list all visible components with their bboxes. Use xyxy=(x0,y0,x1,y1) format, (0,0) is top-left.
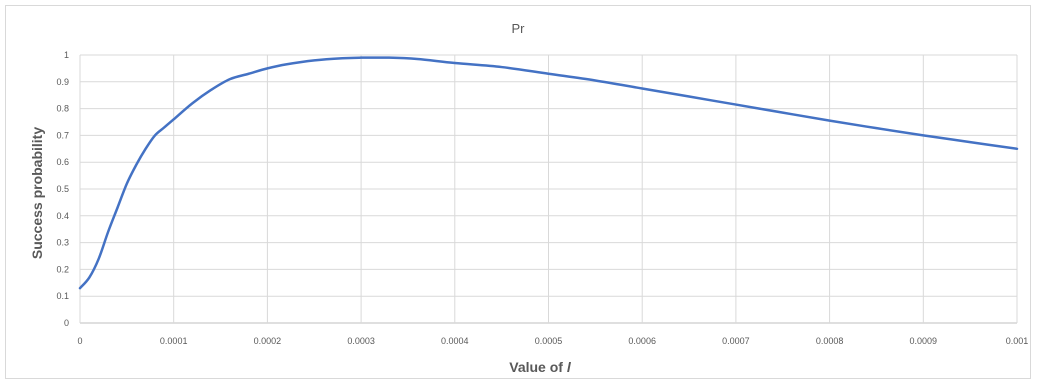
x-tick-label: 0.0002 xyxy=(254,336,282,346)
y-tick-label: 0 xyxy=(64,318,69,328)
chart-title: Pr xyxy=(512,21,526,36)
x-tick-label: 0 xyxy=(77,336,82,346)
series-layer xyxy=(78,56,1019,290)
x-tick-label: 0.0004 xyxy=(441,336,469,346)
x-axis-title: Value of l xyxy=(509,359,572,375)
x-axis-title-variable: l xyxy=(567,359,572,375)
y-tick-label: 0.4 xyxy=(56,211,69,221)
x-tick-label: 0.0003 xyxy=(347,336,375,346)
line-chart: 0 0.0001 0.0002 0.0003 0.0004 0.0005 0.0006 0.0… xyxy=(29,21,1028,375)
series-line-pr xyxy=(78,56,1019,290)
x-tick-label: 0.0008 xyxy=(816,336,844,346)
x-axis-title-prefix: Value of xyxy=(509,359,567,375)
x-tick-label: 0.001 xyxy=(1006,336,1029,346)
x-tick-label: 0.0001 xyxy=(160,336,188,346)
y-tick-label: 0.3 xyxy=(56,238,69,248)
x-axis-ticks: 0 0.0001 0.0002 0.0003 0.0004 0.0005 0.0006 0.0… xyxy=(77,336,1028,346)
x-tick-label: 0.0009 xyxy=(910,336,938,346)
gridlines xyxy=(79,54,1018,324)
y-tick-label: 0.8 xyxy=(56,104,69,114)
y-tick-label: 0.9 xyxy=(56,77,69,87)
y-tick-label: 0.6 xyxy=(56,157,69,167)
y-tick-label: 1 xyxy=(64,50,69,60)
y-tick-label: 0.1 xyxy=(56,291,69,301)
y-tick-label: 0.2 xyxy=(56,264,69,274)
x-tick-label: 0.0005 xyxy=(535,336,563,346)
y-tick-label: 0.7 xyxy=(56,130,69,140)
y-axis-ticks: 0 0.1 0.2 0.3 0.4 0.5 0.6 0.7 0.8 0.9 1 xyxy=(56,50,69,328)
x-tick-label: 0.0006 xyxy=(628,336,656,346)
chart-area: 0 0.0001 0.0002 0.0003 0.0004 0.0005 0.0006 0.0… xyxy=(5,5,1031,379)
y-axis-title: Success probability xyxy=(29,127,45,259)
x-tick-label: 0.0007 xyxy=(722,336,750,346)
y-tick-label: 0.5 xyxy=(56,184,69,194)
